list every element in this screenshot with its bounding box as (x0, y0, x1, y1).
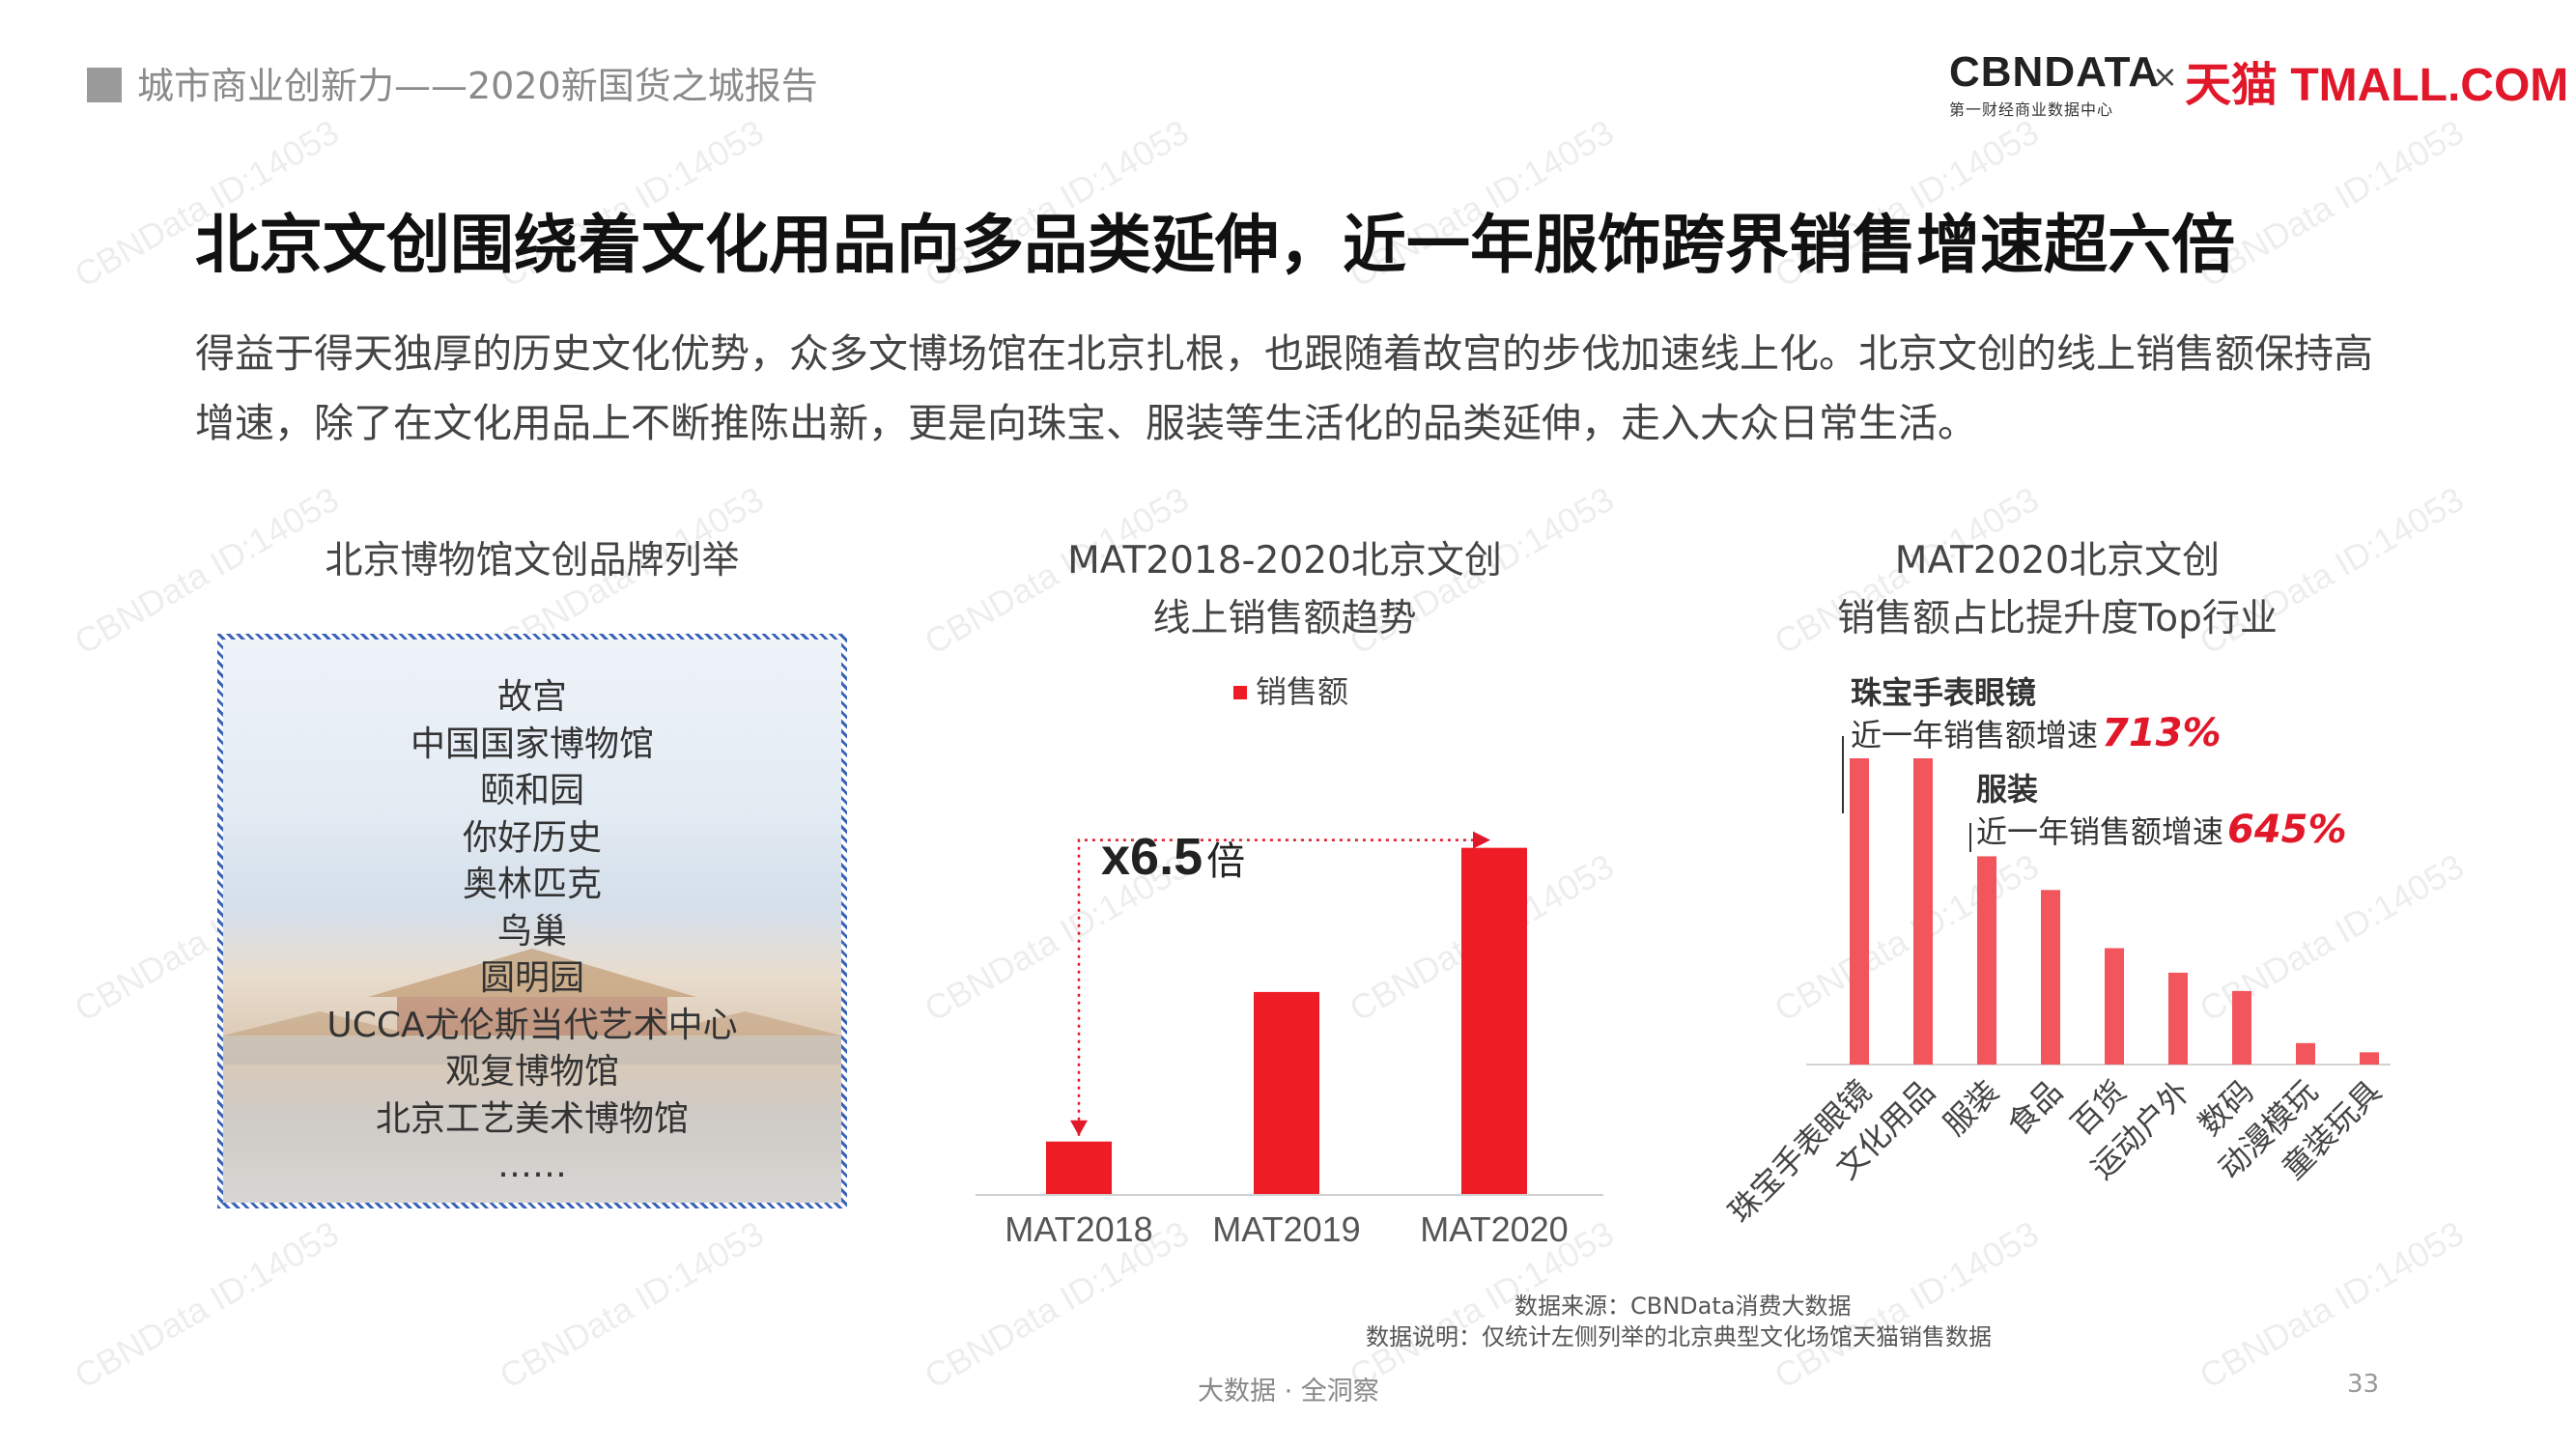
data-note: 数据说明：仅统计左侧列举的北京典型文化场馆天猫销售数据 (1366, 1318, 1992, 1351)
arrow-down-icon (1070, 1121, 1088, 1136)
brand-item: 圆明园 (223, 955, 841, 1003)
brand-item: 颐和园 (223, 768, 841, 815)
data-source: 数据来源：CBNData消费大数据 (1514, 1287, 1851, 1321)
annotation-apparel-text: 近一年销售额增速 645% (1976, 808, 2347, 852)
trend-bar-mat2018 (1046, 1142, 1112, 1195)
watermark-text: CBNData ID:14053 (493, 1213, 771, 1397)
trend-tick-label: MAT2019 (1212, 1209, 1360, 1249)
industry-tick-label: 食品 (2000, 1073, 2070, 1143)
annotation-jewelry-text: 近一年销售额增速 713% (1851, 711, 2222, 755)
trend-legend: 销售额 (1233, 673, 1348, 710)
industry-bar (2168, 973, 2188, 1065)
industry-bar (2232, 991, 2251, 1065)
intro-paragraph: 得益于得天独厚的历史文化优势，众多文博场馆在北京扎根，也跟随着故宫的步伐加速线上… (195, 319, 2407, 458)
brand-item: 中国国家博物馆 (223, 722, 841, 769)
industry-chart-title-line1: MAT2020北京文创 (1729, 531, 2386, 591)
industry-bar (2105, 949, 2124, 1065)
trend-bar-mat2019 (1254, 992, 1319, 1195)
growth-multiplier-unit: 倍 (1206, 840, 1245, 883)
industry-bar (2360, 1052, 2379, 1065)
industry-bar (2296, 1043, 2315, 1065)
industry-tick-label: 服装 (1937, 1073, 2006, 1143)
tmall-logo: 天猫 TMALL.COM (2185, 46, 2568, 114)
arrow-right-icon (1473, 832, 1490, 849)
brand-item: 你好历史 (223, 815, 841, 863)
annotation-jewelry-label: 近一年销售额增速 (1851, 717, 2098, 753)
page-number: 33 (2347, 1370, 2379, 1399)
growth-multiplier: x6.5 倍 (1101, 828, 1245, 886)
annotation-jewelry-value: 713% (2102, 711, 2222, 755)
brand-item: 鸟巢 (223, 909, 841, 956)
legend-label: 销售额 (1256, 673, 1348, 710)
header-square-icon (87, 68, 122, 102)
brand-list: 故宫 中国国家博物馆 颐和园 你好历史 奥林匹克 鸟巢 圆明园 UCCA尤伦斯当代艺术中心 观复… (223, 674, 841, 1190)
trend-tick-label: MAT2018 (1005, 1209, 1152, 1249)
annotation-apparel-label: 近一年销售额增速 (1976, 813, 2223, 850)
industry-growth-chart: 珠宝手表眼镜文化用品服装食品百货运动户外数码动漫模玩童装玩具珠宝手表眼镜近一年销… (1681, 657, 2415, 1275)
annotation-apparel-title: 服装 (1976, 771, 2038, 808)
annotation-jewelry-title: 珠宝手表眼镜 (1851, 674, 2036, 711)
sales-trend-title-line1: MAT2018-2020北京文创 (966, 531, 1603, 591)
footer-tagline: 大数据 · 全洞察 (1198, 1370, 1379, 1407)
page-headline: 北京文创围绕着文化用品向多品类延伸，近一年服饰跨界销售增速超六倍 (195, 193, 2235, 286)
brand-item: …… (223, 1143, 841, 1190)
report-title: 城市商业创新力——2020新国货之城报告 (137, 56, 818, 109)
growth-multiplier-value: x6.5 (1101, 828, 1203, 886)
brand-item: 奥林匹克 (223, 862, 841, 909)
industry-bar (1913, 758, 1933, 1065)
brand-item: 故宫 (223, 674, 841, 722)
brand-item: 观复博物馆 (223, 1049, 841, 1096)
sales-trend-chart: 销售额 MAT2018 MAT2019 MAT2020 x6.5 倍 (956, 657, 1613, 1275)
cbndata-logo: CBNDATA (1949, 48, 2160, 97)
watermark-text: CBNData ID:14053 (68, 1213, 346, 1397)
brand-list-title: 北京博物馆文创品牌列举 (217, 531, 847, 591)
industry-bar (1977, 856, 1996, 1065)
industry-chart-title-line2: 销售额占比提升度Top行业 (1729, 589, 2386, 649)
sales-trend-title-line2: 线上销售额趋势 (966, 589, 1603, 649)
logo-separator: × (2152, 58, 2178, 95)
palace-photo-panel: 故宫 中国国家博物馆 颐和园 你好历史 奥林匹克 鸟巢 圆明园 UCCA尤伦斯当代艺术中心 观复… (217, 634, 847, 1208)
brand-item: 北京工艺美术博物馆 (223, 1096, 841, 1144)
trend-bars (1046, 848, 1527, 1195)
industry-bar (1850, 758, 1869, 1065)
industry-bar (2041, 890, 2060, 1065)
brand-item: UCCA尤伦斯当代艺术中心 (223, 1003, 841, 1050)
trend-tick-label: MAT2020 (1420, 1209, 1568, 1249)
legend-swatch (1233, 686, 1247, 699)
trend-bar-mat2020 (1461, 848, 1527, 1195)
annotation-apparel-value: 645% (2227, 808, 2347, 852)
cbndata-logo-subtitle: 第一财经商业数据中心 (1949, 97, 2113, 120)
industry-bars (1850, 758, 2379, 1065)
